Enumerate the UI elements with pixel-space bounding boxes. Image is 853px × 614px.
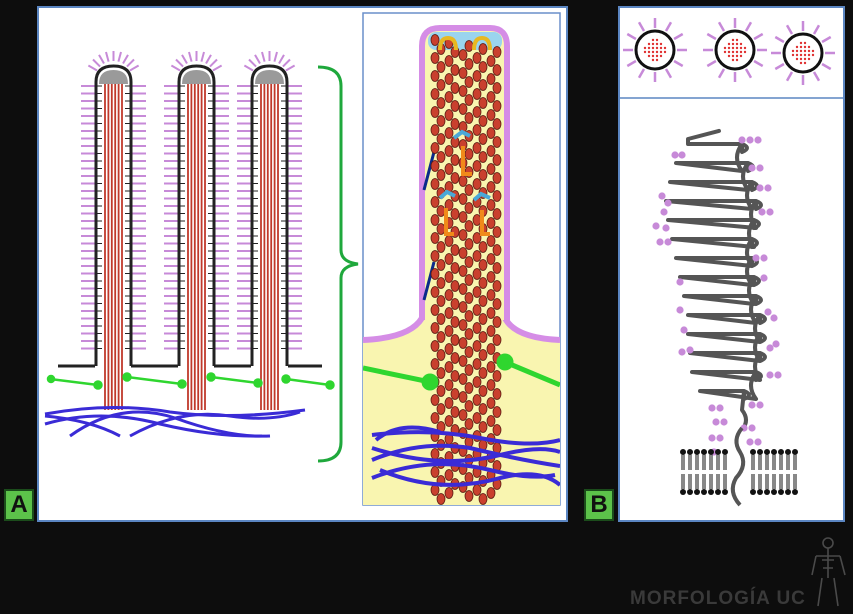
sugar-residue	[746, 136, 754, 144]
zoom-bracket	[317, 65, 359, 463]
sugar-residue	[712, 418, 720, 426]
sugar-residue	[738, 136, 746, 144]
sugar-residue	[708, 434, 716, 442]
watermark-text: MORFOLOGÍA UC	[630, 588, 806, 609]
actin-filament	[458, 40, 474, 502]
sugar-residue	[748, 424, 756, 432]
phospholipid	[687, 449, 693, 495]
phospholipid	[701, 449, 707, 495]
sugar-residue	[766, 344, 774, 352]
actin-filament	[430, 34, 446, 505]
sugar-residue	[766, 371, 774, 379]
sugar-residue	[754, 136, 762, 144]
sugar-residue	[708, 404, 716, 412]
phospholipid	[708, 449, 714, 495]
sugar-residue	[772, 340, 780, 348]
phospholipid	[771, 449, 777, 495]
transmembrane-segment	[730, 426, 746, 507]
sugar-residue	[764, 184, 772, 192]
sugar-residue	[658, 192, 666, 200]
sugar-residue	[652, 222, 660, 230]
sugar-residue	[676, 278, 684, 286]
microvillus	[81, 51, 146, 410]
microvillus-cross-sections	[623, 18, 835, 85]
sugar-residue	[764, 308, 772, 316]
sugar-residue	[678, 348, 686, 356]
sugar-residue	[686, 346, 694, 354]
cap-proteins	[438, 35, 492, 51]
sugar-residue	[758, 208, 766, 216]
myosin-crosslinks	[438, 129, 491, 236]
cross-section	[771, 21, 835, 85]
sugar-residue	[748, 164, 756, 172]
sugar-residue	[678, 151, 686, 159]
phospholipid	[680, 449, 686, 495]
microvilli-group	[81, 51, 302, 410]
cross-section	[703, 18, 767, 82]
microvillus	[237, 51, 302, 410]
phospholipid	[778, 449, 784, 495]
microvillus	[164, 51, 229, 410]
sugar-residue	[754, 438, 762, 446]
sugar-residue	[760, 274, 768, 282]
human-figure-icon	[811, 537, 846, 607]
sugar-residue	[680, 326, 688, 334]
sugar-residue	[716, 434, 724, 442]
glycoprotein	[652, 128, 782, 456]
sugar-residue	[671, 151, 679, 159]
oligosaccharide-chains	[652, 136, 782, 456]
sugar-residue	[660, 208, 668, 216]
sugar-residue	[774, 371, 782, 379]
lateral-linkers	[46, 372, 335, 390]
sugar-residue	[766, 208, 774, 216]
zoom-view	[363, 25, 560, 505]
sugar-residue	[720, 418, 728, 426]
panel-b-label: B	[584, 489, 614, 521]
actin-filament	[472, 43, 488, 505]
lipid-bilayer	[680, 449, 798, 495]
sugar-residue	[760, 254, 768, 262]
actin-bundle	[430, 34, 502, 505]
terminal-web	[44, 405, 306, 438]
cross-section	[623, 18, 687, 82]
sugar-residue	[664, 238, 672, 246]
sugar-residue	[676, 306, 684, 314]
sugar-residue	[746, 438, 754, 446]
phospholipid	[785, 449, 791, 495]
phospholipid	[722, 449, 728, 495]
zoom-terminal-web	[371, 425, 560, 487]
panel-a-label: A	[4, 489, 34, 521]
plasma-membrane	[94, 64, 133, 366]
sugar-residue	[656, 238, 664, 246]
zoom-linkers	[363, 353, 560, 391]
sugar-residue	[662, 224, 670, 232]
phospholipid	[764, 449, 770, 495]
phospholipid	[757, 449, 763, 495]
sugar-residue	[756, 184, 764, 192]
phospholipid	[792, 449, 798, 495]
sugar-residue	[716, 404, 724, 412]
sugar-residue	[756, 164, 764, 172]
sugar-residue	[664, 199, 672, 207]
phospholipid	[715, 449, 721, 495]
sugar-residue	[752, 254, 760, 262]
sugar-residue	[770, 314, 778, 322]
actin-filament	[486, 46, 502, 499]
phospholipid	[750, 449, 756, 495]
sugar-residue	[756, 401, 764, 409]
sugar-residue	[748, 401, 756, 409]
phospholipid	[694, 449, 700, 495]
plasma-membrane	[250, 64, 289, 366]
plasma-membrane	[177, 64, 216, 366]
